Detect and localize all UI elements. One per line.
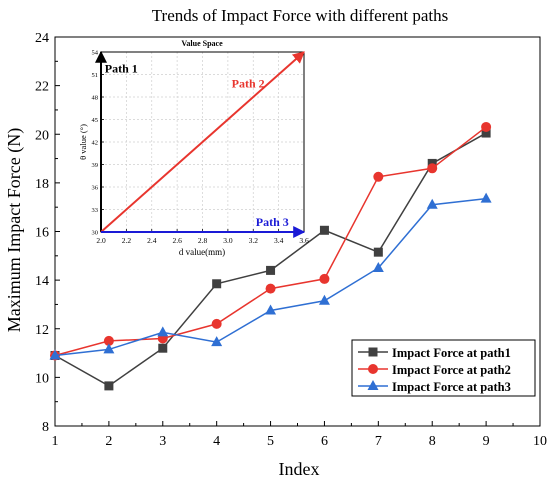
inset-x-tick-label: 3.4 xyxy=(274,236,284,245)
data-point xyxy=(319,273,330,284)
x-tick-label: 3 xyxy=(159,434,166,449)
data-point xyxy=(373,171,384,182)
inset-path-label-2: Path 2 xyxy=(232,76,265,90)
data-point xyxy=(157,326,169,337)
inset-chart: 2.0 2.2 2.4 2.6 2.8 3.0 3.2 3.4 3.6 30 33 36 39 42 45 4… xyxy=(78,39,309,257)
inset-y-axis-label: θ value (°) xyxy=(78,124,88,160)
data-point xyxy=(212,279,222,289)
data-point xyxy=(211,336,223,347)
y-tick-label: 16 xyxy=(35,226,49,241)
data-point xyxy=(318,294,330,305)
main-series-layer xyxy=(49,121,492,391)
y-tick-label: 10 xyxy=(35,371,49,386)
x-tick-label: 2 xyxy=(105,434,112,449)
data-point xyxy=(158,343,168,353)
legend-marker xyxy=(368,364,378,374)
y-tick-label: 24 xyxy=(35,31,49,46)
legend-label: Impact Force at path3 xyxy=(392,380,511,394)
x-tick-label: 7 xyxy=(375,434,382,449)
y-tick-label: 14 xyxy=(35,274,49,289)
data-point xyxy=(265,283,276,294)
inset-y-tick-label: 42 xyxy=(92,140,99,147)
data-point xyxy=(426,198,438,209)
inset-y-tick-label: 45 xyxy=(92,117,99,124)
data-point xyxy=(103,335,114,346)
inset-x-tick-label: 3.0 xyxy=(223,236,233,245)
data-point xyxy=(372,261,384,272)
inset-x-tick-label: 3.6 xyxy=(299,236,309,245)
series-3 xyxy=(49,192,492,360)
y-tick-label: 22 xyxy=(35,80,49,95)
inset-y-tick-label: 51 xyxy=(92,72,99,79)
y-axis-label: Maximum Impact Force (N) xyxy=(4,128,25,332)
data-point xyxy=(373,247,383,257)
series-2 xyxy=(50,121,492,361)
x-tick-label: 10 xyxy=(533,434,547,449)
inset-y-tick-label: 36 xyxy=(92,185,99,192)
inset-x-tick-label: 2.0 xyxy=(96,236,106,245)
data-point xyxy=(49,349,61,360)
inset-x-tick-label: 2.4 xyxy=(147,236,157,245)
inset-title: Value Space xyxy=(181,39,223,48)
data-point xyxy=(427,163,438,174)
x-tick-label: 6 xyxy=(321,434,328,449)
inset-x-tick-label: 3.2 xyxy=(249,236,259,245)
inset-y-tick-label: 33 xyxy=(92,207,99,214)
inset-y-tick-label: 30 xyxy=(92,230,99,237)
data-point xyxy=(481,121,492,132)
data-point xyxy=(266,265,276,275)
inset-y-tick-label: 54 xyxy=(92,50,99,57)
data-point xyxy=(103,343,115,354)
inset-x-tick-label: 2.2 xyxy=(122,236,132,245)
data-point xyxy=(480,192,492,203)
legend-marker xyxy=(368,347,378,357)
inset-x-axis-label: d value(mm) xyxy=(179,247,225,257)
inset-y-tick-label: 39 xyxy=(92,162,99,169)
legend-marker xyxy=(367,380,379,390)
inset-path-label-3: Path 3 xyxy=(256,215,289,229)
inset-path-arrow-2 xyxy=(100,51,305,233)
legend: Impact Force at path1 Impact Force at pat… xyxy=(351,339,536,397)
data-point xyxy=(481,128,491,138)
y-tick-label: 8 xyxy=(42,420,49,435)
data-point xyxy=(104,381,114,391)
data-point xyxy=(265,304,277,315)
chart-title: Trends of Impact Force with different pa… xyxy=(152,6,449,25)
legend-label: Impact Force at path2 xyxy=(392,363,511,377)
inset-series-layer: Path 1 Path 2 Path 3 xyxy=(95,50,306,238)
x-tick-label: 1 xyxy=(52,434,59,449)
inset-y-tick-label: 48 xyxy=(92,95,99,102)
x-tick-label: 8 xyxy=(429,434,436,449)
y-tick-label: 18 xyxy=(35,177,49,192)
x-tick-label: 9 xyxy=(483,434,490,449)
data-point xyxy=(211,318,222,329)
legend-label: Impact Force at path1 xyxy=(392,346,511,360)
inset-x-tick-label: 2.8 xyxy=(198,236,208,245)
y-tick-label: 20 xyxy=(35,128,49,143)
y-tick-label: 12 xyxy=(35,323,49,338)
x-tick-label: 4 xyxy=(213,434,220,449)
data-point xyxy=(319,225,329,235)
inset-path-label-1: Path 1 xyxy=(105,61,138,75)
inset-x-tick-label: 2.6 xyxy=(172,236,182,245)
x-axis-label: Index xyxy=(279,459,320,479)
x-tick-label: 5 xyxy=(267,434,274,449)
